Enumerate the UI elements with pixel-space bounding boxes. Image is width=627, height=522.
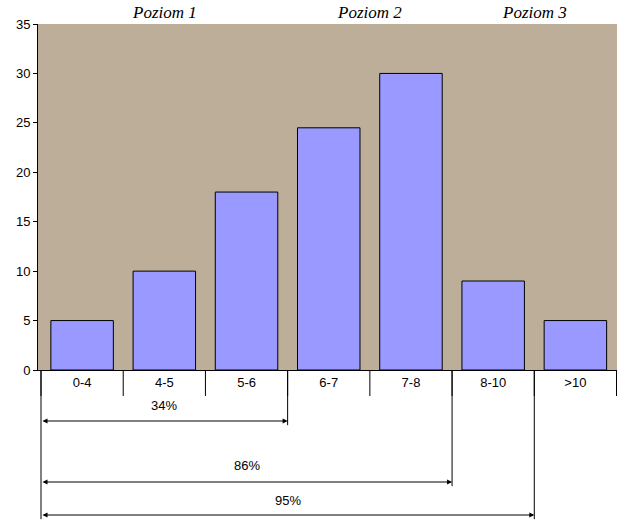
svg-text:5: 5 (23, 313, 30, 328)
svg-text:6-7: 6-7 (319, 375, 338, 390)
svg-text:10: 10 (16, 264, 30, 279)
svg-text:Poziom 2: Poziom 2 (337, 3, 402, 22)
svg-text:86%: 86% (234, 458, 260, 473)
svg-text:0: 0 (23, 363, 30, 378)
svg-text:7-8: 7-8 (402, 375, 421, 390)
svg-text:Poziom 1: Poziom 1 (132, 3, 197, 22)
svg-text:20: 20 (16, 165, 30, 180)
svg-text:>10: >10 (564, 375, 586, 390)
svg-text:Poziom 3: Poziom 3 (502, 3, 567, 22)
svg-text:5-6: 5-6 (237, 375, 256, 390)
svg-text:15: 15 (16, 214, 30, 229)
svg-text:34%: 34% (151, 398, 177, 413)
svg-text:95%: 95% (275, 493, 301, 508)
svg-text:0-4: 0-4 (73, 375, 92, 390)
svg-text:8-10: 8-10 (480, 375, 506, 390)
svg-text:25: 25 (16, 115, 30, 130)
svg-text:4-5: 4-5 (155, 375, 174, 390)
svg-text:35: 35 (16, 17, 30, 32)
svg-text:30: 30 (16, 66, 30, 81)
